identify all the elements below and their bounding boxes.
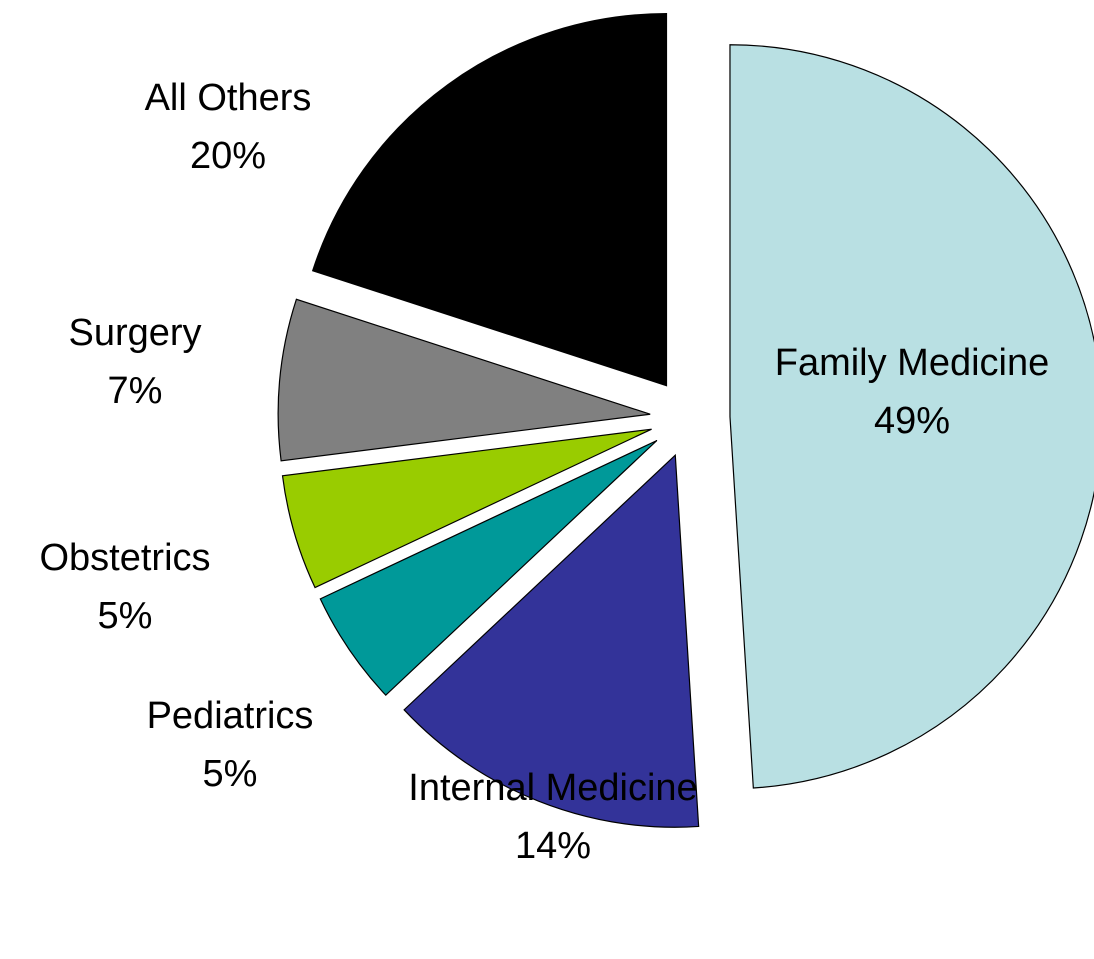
slice-value-label: 5%: [203, 753, 258, 795]
pie-slice: [319, 439, 658, 696]
pie-slice: [403, 453, 700, 828]
slice-label: Family Medicine: [775, 342, 1050, 384]
slice-value-label: 7%: [108, 370, 163, 412]
slice-label: All Others: [145, 77, 312, 119]
slice-value-label: 20%: [190, 135, 266, 177]
pie-slice: [277, 298, 651, 462]
pie-slice: [281, 428, 652, 589]
slice-value-label: 14%: [515, 825, 591, 867]
slice-label: Pediatrics: [147, 695, 314, 737]
pie-slice: [729, 44, 1094, 789]
slice-label: Internal Medicine: [408, 767, 697, 809]
slice-label: Obstetrics: [39, 537, 210, 579]
pie-slice: [311, 13, 668, 387]
slice-label: Surgery: [68, 312, 201, 354]
slice-value-label: 49%: [874, 400, 950, 442]
slice-value-label: 5%: [98, 595, 153, 637]
